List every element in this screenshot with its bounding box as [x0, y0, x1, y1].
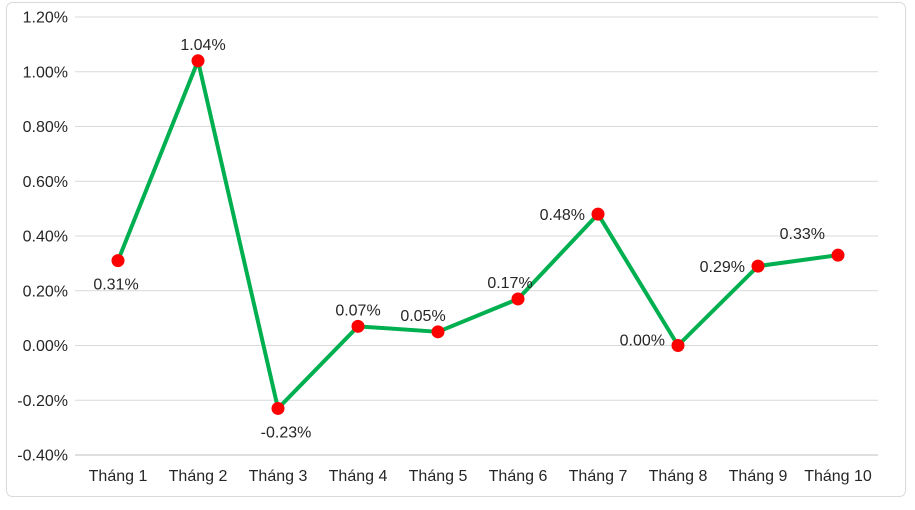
data-point-marker: [191, 54, 205, 68]
y-tick-label: 0.80%: [23, 119, 68, 136]
data-label: -0.23%: [261, 424, 312, 441]
data-point-marker: [431, 325, 445, 339]
x-category-label: Tháng 8: [649, 468, 708, 485]
data-label: 1.04%: [180, 37, 225, 54]
data-point-marker: [751, 259, 765, 273]
data-label: 0.31%: [93, 277, 138, 294]
data-label: 0.17%: [487, 275, 532, 292]
x-category-label: Tháng 5: [409, 468, 468, 485]
data-label: 0.00%: [620, 333, 665, 350]
data-point-marker: [511, 292, 525, 306]
data-point-marker: [111, 254, 125, 268]
data-label: 0.48%: [540, 207, 585, 224]
x-category-label: Tháng 3: [249, 468, 308, 485]
data-label: 0.05%: [400, 308, 445, 325]
y-tick-label: -0.40%: [17, 448, 68, 465]
x-category-label: Tháng 6: [489, 468, 548, 485]
y-tick-label: 0.20%: [23, 283, 68, 300]
x-category-label: Tháng 9: [729, 468, 788, 485]
data-point-marker: [831, 248, 845, 262]
y-tick-label: -0.20%: [17, 393, 68, 410]
data-point-marker: [271, 401, 285, 415]
x-category-label: Tháng 1: [89, 468, 148, 485]
y-tick-label: 0.40%: [23, 229, 68, 246]
y-tick-label: 1.00%: [23, 64, 68, 81]
chart-frame: [6, 2, 906, 497]
data-label: 0.07%: [335, 302, 380, 319]
x-category-label: Tháng 10: [804, 468, 872, 485]
y-tick-label: 0.60%: [23, 174, 68, 191]
y-tick-label: 0.00%: [23, 338, 68, 355]
data-label: 0.29%: [700, 259, 745, 276]
data-label: 0.33%: [780, 226, 825, 243]
x-category-label: Tháng 4: [329, 468, 388, 485]
y-tick-label: 1.20%: [23, 10, 68, 27]
data-point-marker: [591, 207, 605, 221]
data-point-marker: [671, 339, 685, 352]
data-point-marker: [351, 319, 365, 333]
x-category-label: Tháng 2: [169, 468, 228, 485]
series-line: [116, 58, 840, 411]
x-category-label: Tháng 7: [569, 468, 628, 485]
